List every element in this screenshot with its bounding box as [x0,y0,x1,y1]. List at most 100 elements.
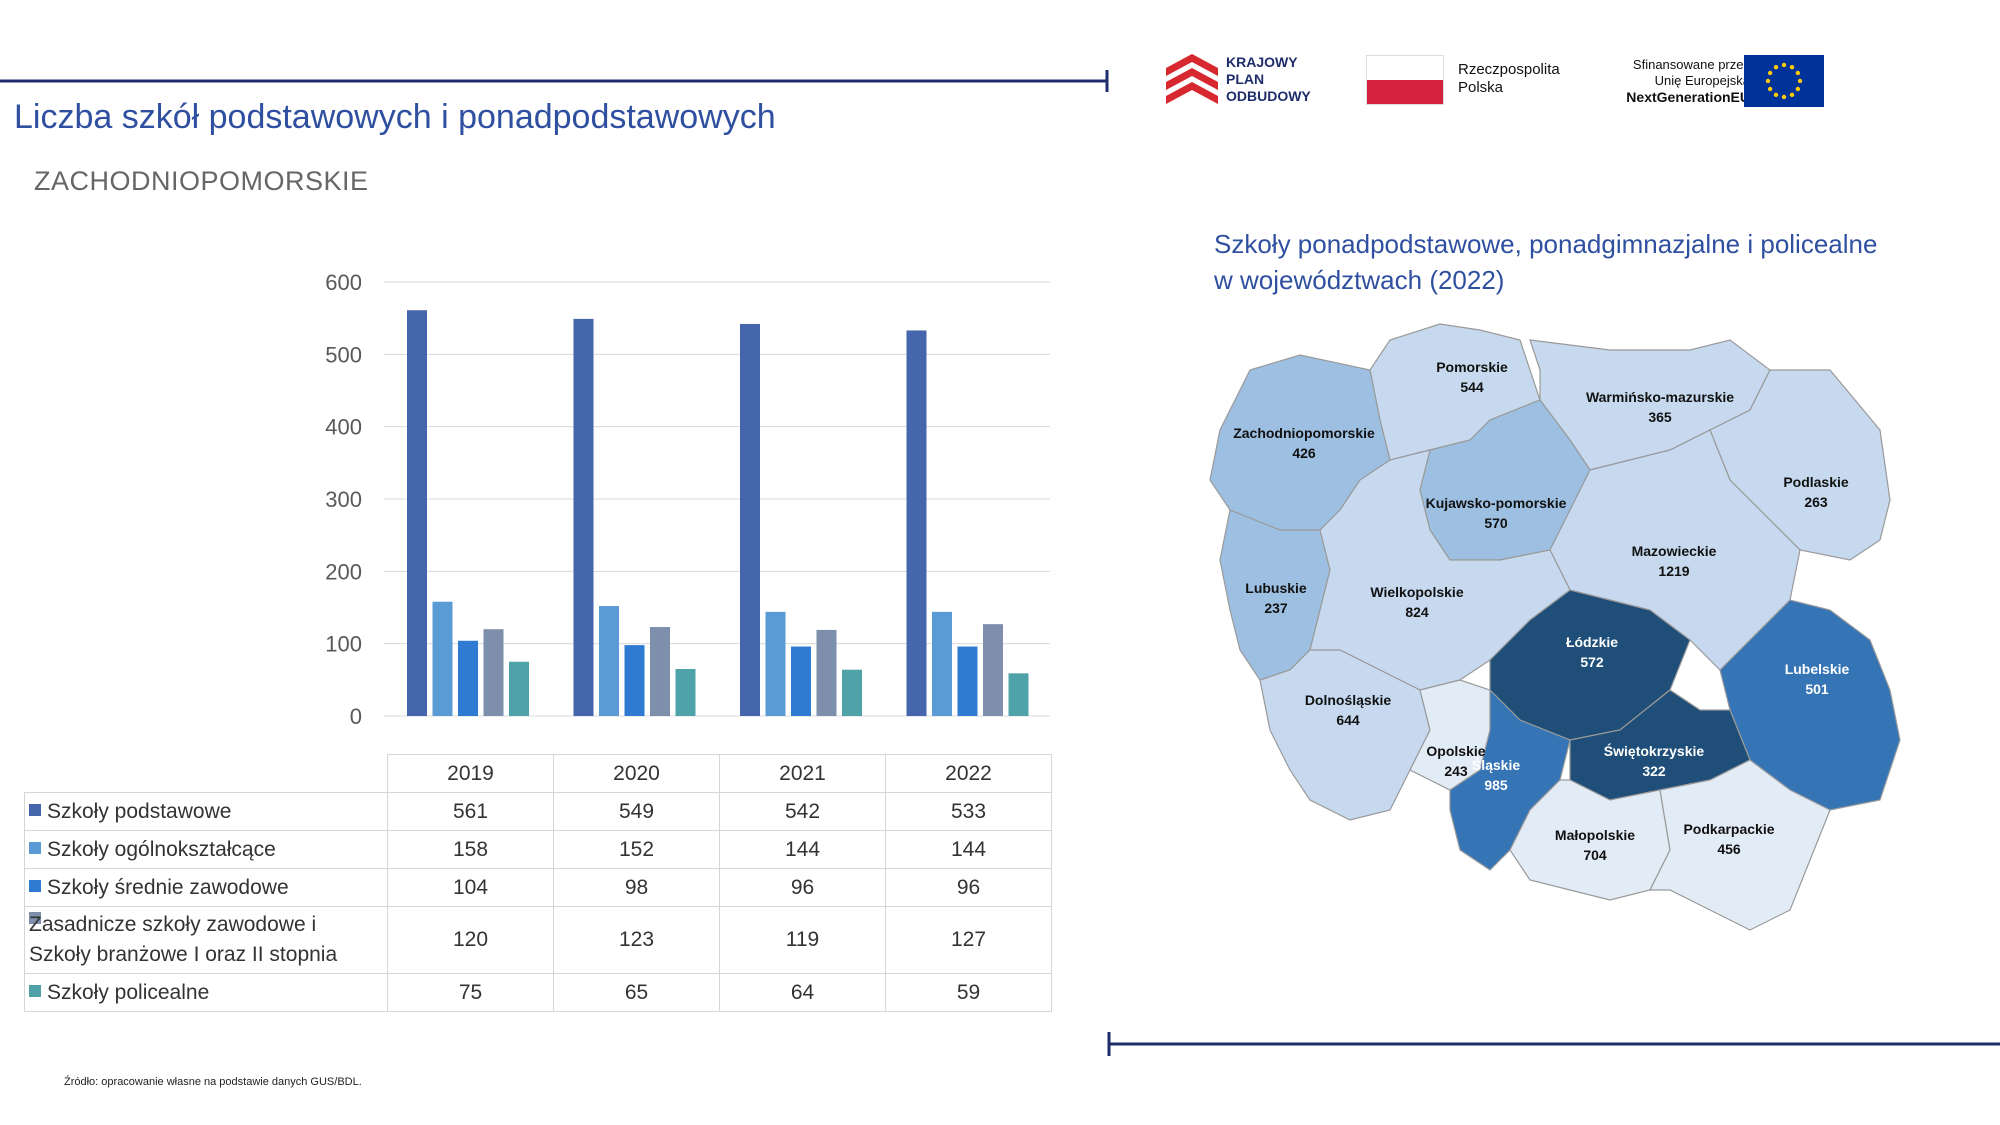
legend-label: Szkoły policealne [47,980,210,1004]
data-label: 542 [719,792,886,831]
legend-label: Szkoły średnie zawodowe [47,875,289,899]
rp-logo: Rzeczpospolita Polska [1366,55,1576,107]
legend-swatch [29,985,41,998]
map-region-value: 365 [1648,409,1672,425]
bottom-rule [1107,1032,2000,1056]
map-region-name: Łódzkie [1566,634,1618,650]
table-corner [24,754,388,793]
bar [483,629,504,716]
eu-line-1: Sfinansowane przez [1632,57,1750,72]
y-tick-label: 600 [325,270,362,295]
bar [573,318,594,716]
map-region-value: 1219 [1658,563,1689,579]
kpo-line-2: PLAN [1226,71,1265,87]
map-region-value: 544 [1460,379,1484,395]
map-region-name: Lubelskie [1785,661,1850,677]
table-row: Szkoły policealne 75 65 64 59 [24,973,1052,1012]
map-region-value: 985 [1484,777,1508,793]
legend-entry: Szkoły podstawowe [24,792,388,831]
y-tick-label: 0 [350,704,362,725]
table-row: Szkoły średnie zawodowe 104 98 96 96 [24,868,1052,907]
map-region-name: Małopolskie [1555,827,1635,843]
data-label: 561 [387,792,554,831]
legend-swatch [29,842,41,855]
data-label: 152 [553,830,720,869]
data-label: 104 [387,868,554,907]
map-region-value: 263 [1804,494,1828,510]
bar [740,323,760,716]
legend-swatch [29,804,41,817]
legend-entry: Szkoły ogólnokształcące [24,830,388,869]
map-region-name: Opolskie [1426,743,1485,759]
bar [599,606,619,716]
map-region-value: 644 [1336,712,1360,728]
legend-entry: Szkoły średnie zawodowe [24,868,388,907]
data-label: 98 [553,868,720,907]
map-region-value: 570 [1484,515,1508,531]
bar [675,668,696,716]
data-label: 119 [719,906,886,974]
x-tick-label: 2021 [719,754,886,793]
map-region-value: 704 [1583,847,1607,863]
eu-flag-icon [1744,55,1824,107]
page-title: Liczba szkół podstawowych i ponadpodstaw… [14,98,776,136]
kpo-line-1: KRAJOWY [1226,54,1298,70]
bar [983,624,1003,716]
map-region-value: 237 [1264,600,1288,616]
data-label: 75 [387,973,554,1012]
map-region-name: Mazowieckie [1632,543,1717,559]
data-label: 120 [387,906,554,974]
eu-logo: Sfinansowane przez Unię Europejską NextG… [1590,55,1830,107]
data-label: 533 [885,792,1052,831]
data-label: 144 [719,830,886,869]
data-label: 144 [885,830,1052,869]
map-region-value: 824 [1405,604,1429,620]
x-tick-label: 2019 [387,754,554,793]
legend-entry: Szkoły policealne [24,973,388,1012]
bar [906,330,927,716]
data-table: 2019 2020 2021 2022 Szkoły podstawowe 561 549 5… [24,754,1052,1012]
bar [509,661,529,716]
data-label: 59 [885,973,1052,1012]
map-region-value: 322 [1642,763,1666,779]
map-region-value: 501 [1805,681,1829,697]
bar [791,646,811,716]
region-subtitle: ZACHODNIOPOMORSKIE [34,166,369,196]
data-label: 123 [553,906,720,974]
map-region-name: Świętokrzyskie [1604,742,1705,759]
bar [842,669,862,716]
map-region-value: 456 [1717,841,1741,857]
map-title-line-2: w województwach (2022) [1214,265,1505,295]
map-title: Szkoły ponadpodstawowe, ponadgimnazjalne… [1214,226,1877,298]
table-row: Zasadnicze szkoły zawodowe i Szkoły branż… [24,906,1052,974]
data-label: 158 [387,830,554,869]
kpo-emblem [1166,54,1218,104]
kpo-line-3: ODBUDOWY [1226,88,1311,104]
map-region-name: Warmińsko-mazurskie [1586,389,1734,405]
data-label: 96 [719,868,886,907]
map-title-line-1: Szkoły ponadpodstawowe, ponadgimnazjalne… [1214,229,1878,259]
data-label: 64 [719,973,886,1012]
bar [650,627,670,716]
map-region-value: 572 [1580,654,1604,670]
bar [1008,673,1029,716]
data-label: 127 [885,906,1052,974]
x-tick-label: 2020 [553,754,720,793]
y-tick-label: 400 [325,415,362,440]
bar [957,646,978,716]
map-region-name: Podlaskie [1783,474,1849,490]
eu-line-2: Unię Europejską [1654,73,1750,88]
map-region-name: Wielkopolskie [1370,584,1463,600]
table-row: Szkoły ogólnokształcące 158 152 144 144 [24,830,1052,869]
bar [432,601,453,716]
bar [407,310,427,716]
data-label: 96 [885,868,1052,907]
map-region-name: Śląskie [1472,756,1520,773]
bar-chart: 0 100 200 300 400 500 600 [325,270,1050,725]
map-region-name: Podkarpackie [1683,821,1774,837]
map-region-name: Pomorskie [1436,359,1508,375]
rp-line-1: Rzeczpospolita [1458,61,1560,78]
poland-map: Pomorskie 544 Warmińsko-mazurskie 365 Zachod… [1209,323,1901,931]
y-tick-label: 300 [325,487,362,512]
bar [765,611,786,716]
